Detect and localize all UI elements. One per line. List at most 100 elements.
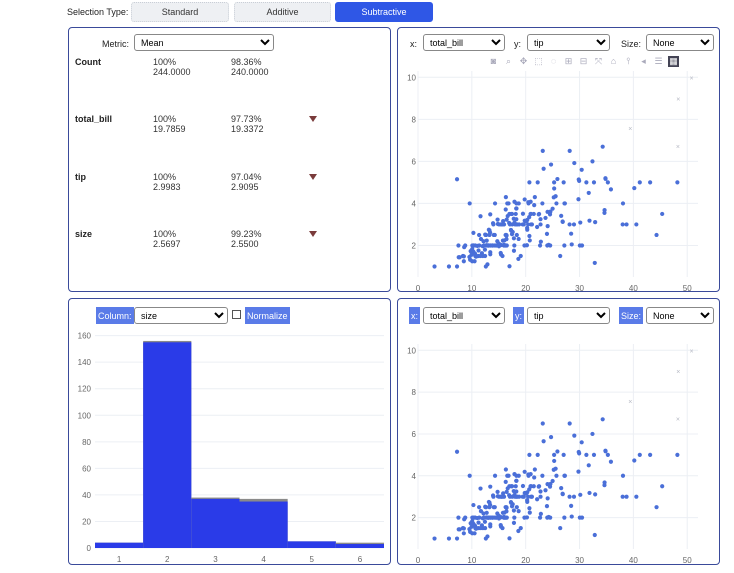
scatter-point xyxy=(454,264,460,269)
x-tick-label: 50 xyxy=(683,284,692,291)
scatter-point xyxy=(540,473,545,478)
scatter-point xyxy=(538,217,543,222)
scatter-point xyxy=(548,434,554,440)
histogram-bar-selected xyxy=(95,542,144,548)
x-tick-label: 30 xyxy=(575,556,584,564)
scatter-point xyxy=(578,492,583,497)
lasso-icon[interactable]: ◌ xyxy=(550,56,557,66)
x-axis-select-bottom[interactable]: total_bill xyxy=(423,307,505,324)
selection-additive-button[interactable]: Additive xyxy=(234,2,331,22)
scatter-point xyxy=(532,195,537,200)
scatter-point xyxy=(590,159,595,164)
scatter-point xyxy=(520,222,525,227)
scatter-point xyxy=(477,515,482,520)
scatter-point xyxy=(488,484,493,489)
scatter-point xyxy=(522,469,527,474)
camera-icon[interactable]: ◙ xyxy=(490,56,497,66)
pan-icon[interactable]: ✥ xyxy=(519,56,528,66)
x-tick-label: 2 xyxy=(165,555,170,564)
scatter-point xyxy=(470,515,475,520)
plotly-logo-icon[interactable]: ▦ xyxy=(668,56,679,67)
scatter-point xyxy=(518,253,523,259)
y-axis-select-bottom[interactable]: tip xyxy=(527,307,610,324)
y-tick-label: 0 xyxy=(87,544,92,553)
scatter-point xyxy=(476,520,481,525)
x-tick-label: 0 xyxy=(416,556,421,564)
scatter-point xyxy=(535,180,540,185)
scatter-point xyxy=(499,222,504,227)
scatter-point xyxy=(454,536,460,541)
scatter-point xyxy=(454,177,460,182)
scatter-point xyxy=(532,475,537,480)
scatter-plot-top[interactable]: 2 4 6 8 10 0 10 20 30 40 50 × × × × xyxy=(398,28,719,291)
column-select[interactable]: size xyxy=(134,307,228,324)
scatter-point xyxy=(483,264,488,269)
reset-axes-icon[interactable]: ⌂ xyxy=(610,56,617,66)
scatter-point xyxy=(499,494,504,499)
histogram-chart[interactable]: 0 20 40 60 80 100 120 140 160 1 2 3 4 5 6 xyxy=(69,299,390,564)
scatter-point xyxy=(478,214,483,219)
scatter-point xyxy=(505,213,510,219)
scatter-point xyxy=(457,255,462,260)
scatter-point xyxy=(508,500,514,505)
stat-name: size xyxy=(75,229,93,239)
size-label: Size: xyxy=(621,39,642,49)
x-tick-label: 10 xyxy=(467,284,476,291)
scatter-point xyxy=(561,180,566,185)
size-label-bottom: Size: xyxy=(619,307,644,324)
spike-icon[interactable]: ⫯ xyxy=(626,56,631,66)
scatter-point xyxy=(460,525,466,531)
zoom-out-icon[interactable]: ⊟ xyxy=(579,56,588,66)
scatter-point xyxy=(517,494,522,499)
stat-selected-value: 240.0000 xyxy=(231,67,269,77)
zoom-icon[interactable]: ⌕ xyxy=(505,56,512,66)
x-tick-label: 40 xyxy=(629,556,638,564)
scatter-point xyxy=(577,515,582,520)
scatter-point xyxy=(505,486,510,491)
scatter-point xyxy=(484,505,489,510)
scatter-point xyxy=(660,211,665,217)
scatter-point xyxy=(482,247,488,252)
hover-closest-icon[interactable]: ◂ xyxy=(641,56,646,66)
scatter-point xyxy=(488,212,493,217)
scatter-point xyxy=(527,506,532,511)
scatter-point xyxy=(478,253,483,259)
unselected-point: × xyxy=(628,126,632,133)
y-axis-label-bottom: y: xyxy=(513,307,525,324)
scatter-plot-bottom[interactable]: 2 4 6 8 10 0 10 20 30 40 50 × × × × xyxy=(398,299,719,564)
box-select-icon[interactable]: ⬚ xyxy=(534,56,543,66)
stat-selected-value: 2.5500 xyxy=(231,239,259,249)
hover-compare-icon[interactable]: ☰ xyxy=(654,56,663,66)
scatter-point xyxy=(527,238,532,243)
scatter-point xyxy=(471,502,476,508)
stats-panel: Metric: Mean Count 100% 244.0000 98.36% 240.… xyxy=(68,27,391,292)
y-tick-label: 80 xyxy=(82,438,91,447)
y-axis-select[interactable]: tip xyxy=(527,34,610,51)
scatter-point xyxy=(592,532,597,538)
selection-subtractive-button[interactable]: Subtractive xyxy=(335,2,433,22)
y-tick-label: 2 xyxy=(412,241,417,250)
normalize-checkbox[interactable] xyxy=(232,310,241,319)
histogram-bar-selected xyxy=(335,544,384,548)
scatter-point xyxy=(569,231,574,236)
scatter-point xyxy=(503,479,508,484)
scatter-point xyxy=(605,452,610,457)
metric-select[interactable]: Mean xyxy=(134,34,274,51)
x-axis-select[interactable]: total_bill xyxy=(423,34,505,51)
y-tick-label: 20 xyxy=(82,517,91,526)
scatter-point xyxy=(503,195,508,200)
size-select[interactable]: None xyxy=(646,34,714,51)
scatter-point xyxy=(571,222,577,227)
zoom-in-icon[interactable]: ⊞ xyxy=(564,56,573,66)
scatter-point xyxy=(504,489,509,494)
scatter-point xyxy=(654,232,659,238)
scatter-point xyxy=(487,228,492,233)
size-select-bottom[interactable]: None xyxy=(646,307,714,324)
scatter-point xyxy=(516,473,521,478)
autoscale-icon[interactable]: ⤧ xyxy=(594,56,603,66)
selection-standard-button[interactable]: Standard xyxy=(131,2,229,22)
scatter-point xyxy=(624,222,629,227)
scatter-point xyxy=(446,264,452,269)
x-tick-label: 4 xyxy=(261,555,266,564)
scatter-point xyxy=(482,519,488,524)
